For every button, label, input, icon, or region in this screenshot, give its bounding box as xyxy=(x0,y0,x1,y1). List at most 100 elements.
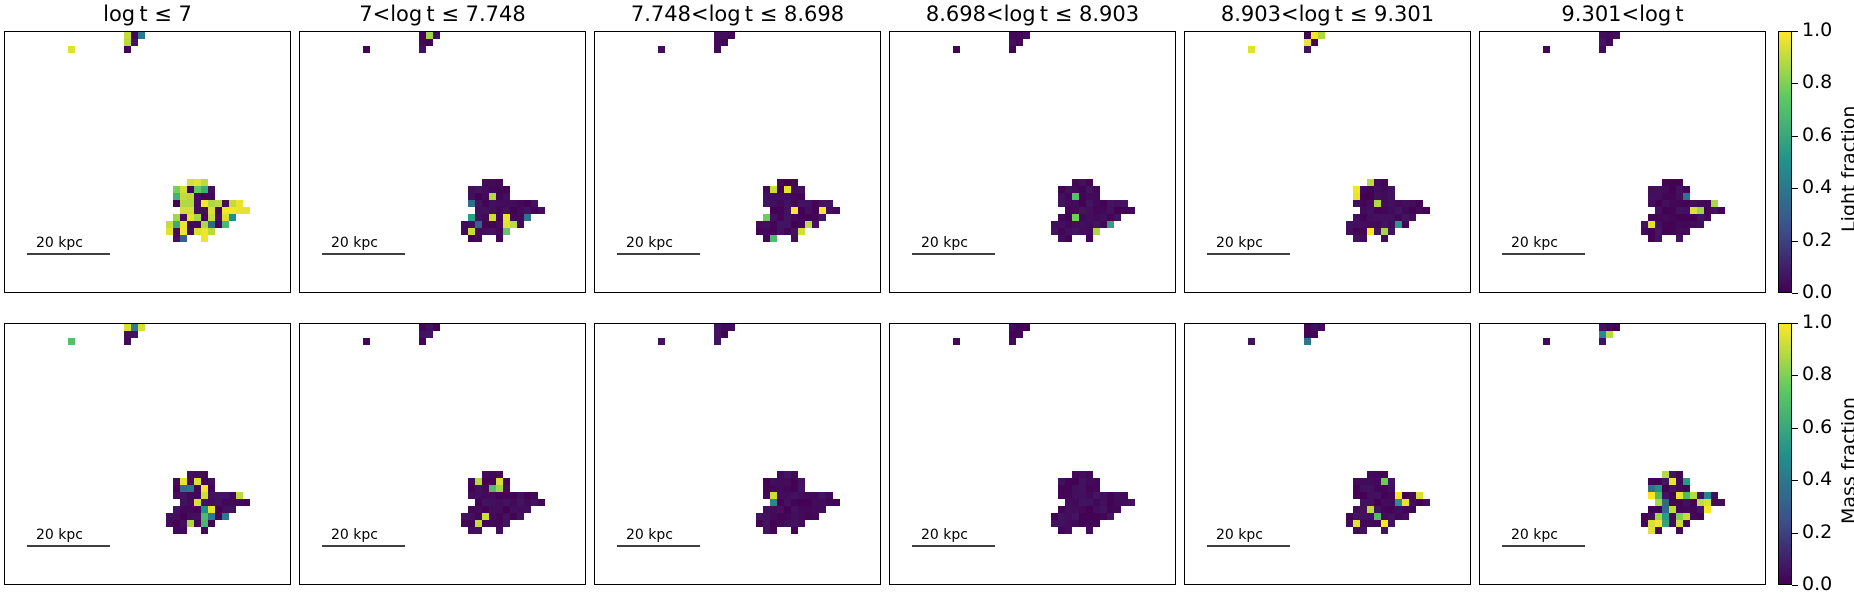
map-pixel xyxy=(1648,228,1655,235)
map-pixel xyxy=(1374,499,1381,506)
map-pixel xyxy=(1100,200,1107,207)
map-pixel xyxy=(1697,221,1704,228)
map-pixel xyxy=(1072,506,1079,513)
map-pixel xyxy=(468,186,475,193)
map-pixel xyxy=(419,338,426,345)
map-pixel xyxy=(1416,207,1423,214)
map-pixel xyxy=(1121,499,1128,506)
map-pixel xyxy=(1079,214,1086,221)
scale-bar-label: 20 kpc xyxy=(626,235,673,251)
map-pixel xyxy=(777,485,784,492)
map-pixel xyxy=(826,499,833,506)
map-pixel xyxy=(468,492,475,499)
map-pixel xyxy=(1058,214,1065,221)
map-pixel xyxy=(1613,324,1620,331)
map-pixel xyxy=(791,485,798,492)
map-pixel xyxy=(1248,338,1255,345)
map-pixel xyxy=(1402,513,1409,520)
map-pixel xyxy=(538,499,545,506)
fraction-map: 20 kpc xyxy=(1502,324,1725,547)
map-pixel xyxy=(1360,520,1367,527)
map-pixel xyxy=(208,506,215,513)
map-pixel xyxy=(756,221,763,228)
map-pixel xyxy=(482,207,489,214)
map-pixel xyxy=(482,200,489,207)
map-pixel xyxy=(215,214,222,221)
map-pixel xyxy=(1058,520,1065,527)
map-pixel xyxy=(1360,228,1367,235)
map-pixel xyxy=(763,485,770,492)
map-pixel xyxy=(173,513,180,520)
map-pixel xyxy=(1655,235,1662,242)
map-pixel xyxy=(1662,520,1669,527)
map-pixel xyxy=(1381,193,1388,200)
map-pixel xyxy=(1416,492,1423,499)
map-pixel xyxy=(1009,46,1016,53)
map-pixel xyxy=(426,39,433,46)
map-pixel xyxy=(721,331,728,338)
map-pixel xyxy=(124,32,131,39)
scale-bar-label: 20 kpc xyxy=(331,235,378,251)
map-pixel xyxy=(1690,499,1697,506)
fraction-map: 20 kpc xyxy=(912,324,1135,547)
map-pixel xyxy=(468,214,475,221)
map-pixel xyxy=(1072,228,1079,235)
map-pixel xyxy=(1711,207,1718,214)
map-pixel xyxy=(1402,221,1409,228)
map-pixel xyxy=(475,214,482,221)
map-pixel xyxy=(791,235,798,242)
map-pixel xyxy=(770,485,777,492)
map-pixel xyxy=(1079,471,1086,478)
map-pixel xyxy=(1676,485,1683,492)
map-pixel xyxy=(1662,499,1669,506)
map-pixel xyxy=(1676,513,1683,520)
map-pixel xyxy=(503,207,510,214)
map-pixel xyxy=(1353,235,1360,242)
map-pixel xyxy=(1683,485,1690,492)
map-pixel xyxy=(496,499,503,506)
map-pixel xyxy=(215,221,222,228)
map-pixel xyxy=(180,485,187,492)
map-pixel xyxy=(489,193,496,200)
map-pixel xyxy=(1009,39,1016,46)
fraction-map: 20 kpc xyxy=(27,32,250,255)
map-pixel xyxy=(1100,513,1107,520)
map-pixel xyxy=(1353,492,1360,499)
map-pixel xyxy=(1079,200,1086,207)
map-pixel xyxy=(1669,485,1676,492)
map-pixel xyxy=(1367,207,1374,214)
map-pixel xyxy=(419,39,426,46)
scale-bar-label: 20 kpc xyxy=(331,527,378,543)
map-pixel xyxy=(777,228,784,235)
map-pixel xyxy=(1606,32,1613,39)
map-pixel xyxy=(208,513,215,520)
colorbar-tick xyxy=(1792,240,1798,242)
map-pixel xyxy=(1086,221,1093,228)
map-pixel xyxy=(1121,200,1128,207)
map-pixel xyxy=(187,471,194,478)
map-pixel xyxy=(1683,200,1690,207)
map-pixel xyxy=(215,492,222,499)
map-panel: 20 kpc xyxy=(594,31,881,293)
map-pixel xyxy=(1009,32,1016,39)
map-pixel xyxy=(1676,471,1683,478)
map-pixel xyxy=(131,32,138,39)
map-pixel xyxy=(482,214,489,221)
map-pixel xyxy=(1058,228,1065,235)
colorbar xyxy=(1778,323,1792,585)
map-pixel xyxy=(475,499,482,506)
map-pixel xyxy=(194,478,201,485)
map-pixel xyxy=(763,200,770,207)
map-pixel xyxy=(770,235,777,242)
map-pixel xyxy=(1374,228,1381,235)
map-pixel xyxy=(1648,506,1655,513)
map-pixel xyxy=(1353,228,1360,235)
map-pixel xyxy=(1086,527,1093,534)
map-pixel xyxy=(1058,492,1065,499)
map-pixel xyxy=(496,478,503,485)
map-pixel xyxy=(1353,485,1360,492)
map-pixel xyxy=(419,46,426,53)
map-pixel xyxy=(131,324,138,331)
map-pixel xyxy=(777,520,784,527)
map-pixel xyxy=(222,221,229,228)
